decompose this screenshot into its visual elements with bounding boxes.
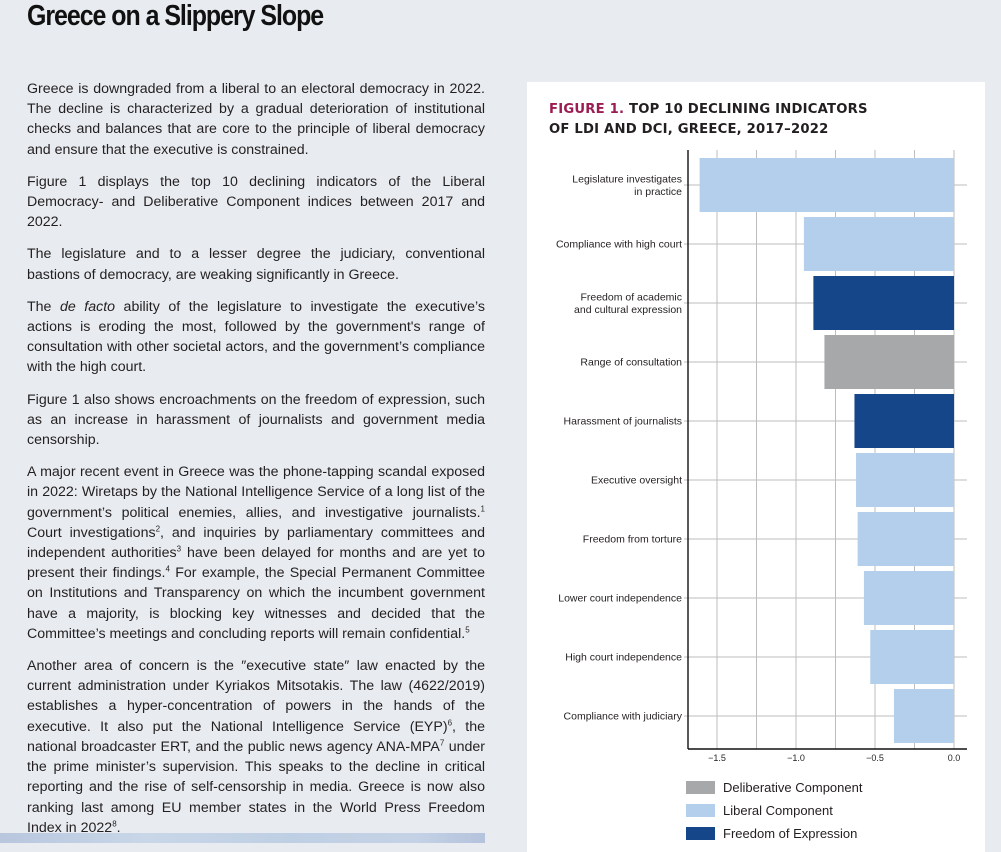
category-label: Legislature investigates in practice (572, 173, 682, 198)
figure-number: FIGURE 1. (549, 102, 625, 117)
legend-item-liberal: Liberal Component (686, 799, 862, 822)
paragraph-text: For example, the Special Permanent Commi… (27, 565, 485, 642)
category-label: Range of consultation (580, 357, 682, 369)
legend-item-expression: Freedom of Expression (686, 822, 862, 845)
paragraph-4: The de facto ability of the legislature … (27, 297, 485, 378)
bar-chart: Legislature investigates in practice Compl… (556, 150, 967, 763)
paragraph-4-text-rest: ability of the legislature to investigat… (27, 298, 485, 376)
category-label: Executive oversight (591, 475, 682, 487)
paragraph-5: Figure 1 also shows encroachments on the… (27, 391, 485, 449)
bar-deliberative (824, 335, 954, 389)
footnote-ref[interactable]: 7 (439, 738, 445, 748)
figure-title-line-2: OF LDI AND DCI, GREECE, 2017–2022 (549, 122, 829, 137)
chart-legend: Deliberative Component Liberal Component F… (686, 776, 862, 845)
footnote-ref[interactable]: 5 (465, 625, 470, 635)
paragraph-text: A major recent event in Greece was the p… (27, 464, 485, 521)
legend-swatch (686, 827, 715, 840)
category-labels: Legislature investigates in practice Compl… (556, 173, 683, 722)
figure-title: FIGURE 1. TOP 10 DECLINING INDICATORS OF… (549, 100, 868, 140)
legend-label: Deliberative Component (723, 780, 863, 795)
x-tick-label: −0.5 (866, 753, 884, 763)
bar-liberal (870, 630, 954, 684)
footnote-ref[interactable]: 2 (155, 524, 161, 534)
x-tick-label: 0.0 (948, 753, 961, 763)
bar-expression (813, 276, 954, 330)
x-tick-label: −1.5 (708, 753, 726, 763)
paragraph-text: , and inquiries by parliamentary committ… (27, 524, 485, 562)
category-label: Compliance with high court (556, 239, 682, 251)
bars (699, 158, 954, 743)
bar-liberal (863, 571, 954, 625)
paragraph-text: . (116, 819, 121, 836)
article-body: Greece is downgraded from a liberal to a… (27, 79, 485, 850)
footnote-ref[interactable]: 1 (480, 503, 485, 513)
paragraph-text: Court investigations (27, 524, 156, 541)
legend-swatch (686, 804, 715, 817)
axes (687, 150, 967, 750)
category-label: Harassment of journalists (564, 416, 682, 428)
photo-strip (0, 833, 485, 843)
paragraph-text: have been delayed for months and are yet… (27, 545, 485, 582)
footnote-ref[interactable]: 3 (176, 544, 182, 554)
bar-expression (854, 394, 954, 448)
bar-liberal (699, 158, 954, 212)
bar-liberal (857, 512, 954, 566)
legend-item-deliberative: Deliberative Component (686, 776, 862, 799)
footnote-ref[interactable]: 6 (447, 717, 453, 727)
x-tick-label: −1.0 (787, 753, 805, 763)
figure-title-line-1: TOP 10 DECLINING INDICATORS (624, 102, 868, 117)
bar-liberal (856, 453, 954, 507)
category-label: Freedom of academic and cultural expressi… (574, 291, 682, 316)
legend-label: Freedom of Expression (723, 826, 858, 841)
paragraph-4-text: The (27, 298, 60, 315)
legend-swatch (686, 781, 715, 794)
paragraph-3: The legislature and to a lesser degree t… (27, 246, 485, 283)
paragraph-text: under the prime minister’s supervision. … (27, 738, 485, 836)
category-label: High court independence (565, 652, 682, 664)
paragraph-text: Another area of concern is the ″executiv… (27, 658, 485, 735)
paragraph-1: Greece is downgraded from a liberal to a… (27, 81, 485, 158)
category-label: Compliance with judiciary (564, 711, 683, 723)
bar-liberal (803, 217, 954, 271)
paragraph-6: A major recent event in Greece was the p… (27, 462, 485, 644)
footnote-ref[interactable]: 4 (165, 564, 170, 574)
x-tick-labels: −1.5 −1.0 −0.5 0.0 (708, 753, 960, 763)
paragraph-2: Figure 1 displays the top 10 declining i… (27, 173, 485, 231)
paragraph-7: Another area of concern is the ″executiv… (27, 656, 485, 838)
category-label: Freedom from torture (583, 534, 682, 546)
category-label: Lower court independence (558, 593, 682, 605)
footnote-ref[interactable]: 8 (112, 818, 117, 828)
paragraph-4-italic: de facto (59, 298, 116, 315)
bar-liberal (893, 689, 954, 743)
legend-label: Liberal Component (723, 803, 833, 818)
page-title: Greece on a Slippery Slope (27, 0, 324, 32)
paragraph-text: , the national broadcaster ERT, and the … (27, 718, 485, 755)
